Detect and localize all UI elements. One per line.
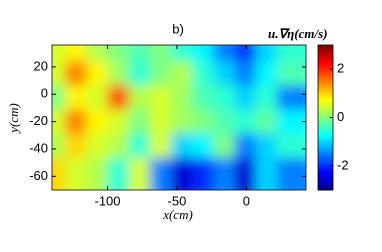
plot-frame <box>51 44 307 191</box>
colorbar-swatch <box>318 58 333 62</box>
y-tick-label: 20 <box>34 58 48 73</box>
colorbar-swatch <box>318 110 333 114</box>
colorbar-swatch <box>318 67 333 71</box>
colorbar-swatch <box>318 144 333 148</box>
colorbar-swatch <box>318 169 333 173</box>
heatmap-cell <box>276 157 306 190</box>
colorbar-swatch <box>318 78 333 82</box>
colorbar-swatch <box>318 54 333 57</box>
x-tick-label: 0 <box>243 193 250 208</box>
colorbar-swatch <box>318 45 333 48</box>
colorbar-swatch <box>318 51 333 55</box>
colorbar-swatch <box>318 65 333 69</box>
colorbar-swatch <box>318 63 333 66</box>
heatmap-field <box>52 45 306 190</box>
colorbar-swatch <box>318 85 333 89</box>
colorbar-swatch <box>318 90 333 94</box>
chart-title: b) <box>172 21 184 36</box>
colorbar-swatch <box>318 156 333 159</box>
colorbar-swatch <box>318 56 333 60</box>
colorbar-swatch <box>318 49 333 53</box>
colorbar-swatch <box>318 167 333 171</box>
y-tick-label: -40 <box>29 140 48 155</box>
colorbar-swatch <box>318 140 333 143</box>
x-tick-label: -100 <box>95 193 121 208</box>
colorbar-swatch <box>318 124 333 128</box>
colorbar-swatch <box>318 162 333 166</box>
colorbar-swatch <box>318 74 333 78</box>
colorbar-swatch <box>318 72 333 75</box>
colorbar-swatch <box>318 158 333 162</box>
colorbar-swatch <box>318 106 333 109</box>
colorbar-label: u.∇η(cm/s) <box>268 26 328 41</box>
colorbar-swatch <box>318 88 333 91</box>
colorbar-swatch <box>318 99 333 103</box>
y-tick-label: 0 <box>41 86 48 101</box>
colorbar-swatch <box>318 178 333 182</box>
colorbar-swatch <box>318 176 333 180</box>
colorbar-swatch <box>318 180 333 184</box>
colorbar-swatch <box>318 171 333 175</box>
colorbar-swatch <box>318 146 333 150</box>
colorbar-swatch <box>318 103 333 107</box>
colorbar-swatch <box>318 142 333 146</box>
colorbar-swatch <box>318 122 333 125</box>
colorbar-swatch <box>318 108 333 112</box>
x-axis-label: x(cm) <box>162 207 193 222</box>
colorbar-swatch <box>318 137 333 141</box>
colorbar-swatch <box>318 81 333 85</box>
x-tick-label: -50 <box>168 193 187 208</box>
colorbar-swatch <box>318 76 333 80</box>
colorbar-tick-label: -2 <box>337 157 349 172</box>
colorbar-swatch <box>318 97 333 100</box>
colorbar-swatch <box>318 174 333 177</box>
colorbar-swatch <box>318 151 333 155</box>
colorbar-swatch <box>318 126 333 130</box>
colorbar-swatch <box>318 117 333 121</box>
colorbar-swatch <box>318 101 333 105</box>
y-tick-label: -20 <box>29 113 48 128</box>
colorbar-swatch <box>318 69 333 73</box>
colorbar-tick-label: 0 <box>337 109 344 124</box>
colorbar-swatch <box>318 149 333 152</box>
y-axis-label: y(cm) <box>6 103 21 135</box>
colorbar-swatch <box>318 119 333 123</box>
colorbar-swatch <box>318 60 333 64</box>
colorbar-swatch <box>318 165 333 168</box>
colorbar-swatch <box>318 47 333 51</box>
colorbar-swatch <box>318 185 333 189</box>
colorbar-swatch <box>318 131 333 134</box>
colorbar-swatch <box>318 115 333 118</box>
colorbar-swatch <box>318 135 333 139</box>
y-tick-label: -60 <box>29 168 48 183</box>
colorbar-swatch <box>318 153 333 157</box>
colorbar-swatch <box>318 187 333 191</box>
colorbar-swatch <box>318 112 333 116</box>
colorbar-swatch <box>318 92 333 96</box>
colorbar-swatch <box>318 94 333 98</box>
colorbar-tick-label: 2 <box>337 61 344 76</box>
colorbar-swatch <box>318 133 333 137</box>
colorbar-swatch <box>318 128 333 132</box>
colorbar-swatch <box>318 83 333 87</box>
colorbar-swatch <box>318 160 333 164</box>
colorbar-swatch <box>318 183 333 186</box>
colorbar <box>318 45 333 191</box>
